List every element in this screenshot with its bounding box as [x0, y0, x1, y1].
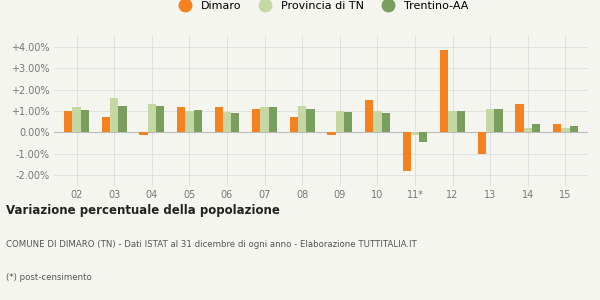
- Bar: [524, 128, 532, 132]
- Bar: [569, 126, 578, 132]
- Text: COMUNE DI DIMARO (TN) - Dati ISTAT al 31 dicembre di ogni anno - Elaborazione TU: COMUNE DI DIMARO (TN) - Dati ISTAT al 31…: [6, 240, 417, 249]
- Bar: [457, 111, 465, 132]
- Bar: [373, 111, 382, 132]
- Bar: [102, 117, 110, 132]
- Bar: [478, 132, 486, 154]
- Bar: [139, 132, 148, 135]
- Bar: [185, 111, 194, 132]
- Bar: [80, 110, 89, 132]
- Bar: [335, 111, 344, 132]
- Bar: [494, 109, 503, 132]
- Bar: [307, 109, 314, 132]
- Bar: [448, 111, 457, 132]
- Legend: Dimaro, Provincia di TN, Trentino-AA: Dimaro, Provincia di TN, Trentino-AA: [169, 0, 473, 15]
- Bar: [562, 128, 569, 132]
- Bar: [177, 107, 185, 132]
- Bar: [440, 50, 448, 132]
- Bar: [532, 124, 540, 132]
- Bar: [419, 132, 427, 142]
- Bar: [382, 113, 390, 132]
- Bar: [553, 124, 562, 132]
- Bar: [215, 107, 223, 132]
- Bar: [231, 113, 239, 132]
- Bar: [344, 112, 352, 132]
- Bar: [411, 132, 419, 135]
- Bar: [118, 106, 127, 132]
- Bar: [252, 109, 260, 132]
- Bar: [515, 103, 524, 132]
- Bar: [148, 103, 156, 132]
- Text: (*) post-censimento: (*) post-censimento: [6, 273, 92, 282]
- Bar: [260, 107, 269, 132]
- Bar: [156, 106, 164, 132]
- Bar: [290, 117, 298, 132]
- Bar: [486, 109, 494, 132]
- Bar: [73, 107, 80, 132]
- Bar: [298, 106, 307, 132]
- Bar: [110, 98, 118, 132]
- Bar: [64, 111, 73, 132]
- Bar: [328, 132, 335, 135]
- Bar: [403, 132, 411, 171]
- Bar: [365, 100, 373, 132]
- Bar: [269, 107, 277, 132]
- Text: Variazione percentuale della popolazione: Variazione percentuale della popolazione: [6, 204, 280, 217]
- Bar: [194, 110, 202, 132]
- Bar: [223, 112, 231, 132]
